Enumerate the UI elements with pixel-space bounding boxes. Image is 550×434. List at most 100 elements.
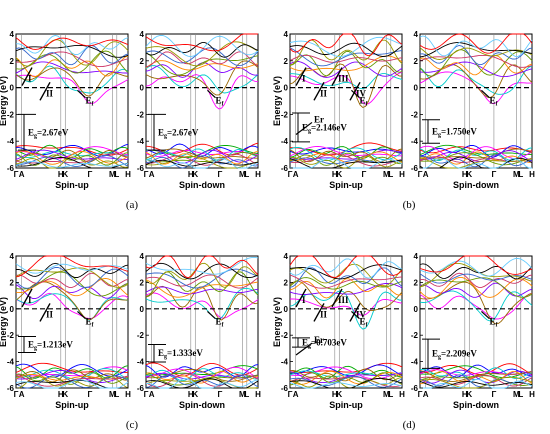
band-line (289, 157, 403, 169)
ef-arrow (77, 310, 86, 320)
y-tick-label: 2 (140, 278, 145, 287)
band-line (145, 148, 259, 162)
band-line (145, 153, 259, 166)
band-line (15, 374, 129, 387)
ef-arrow (481, 89, 490, 99)
x-tick-label: K (192, 390, 198, 399)
band-line (289, 146, 403, 162)
x-tick-label: K (466, 170, 472, 179)
band-line (15, 267, 129, 289)
y-tick-label: -4 (137, 137, 145, 146)
band-line (419, 148, 533, 159)
y-tick-label: 4 (414, 252, 419, 261)
panel-label: (a) (126, 199, 139, 211)
x-tick-label: M (109, 390, 116, 399)
transition-arrow (349, 81, 361, 101)
x-tick-label: H (399, 390, 405, 399)
band-line (145, 157, 259, 169)
y-tick-label: -2 (7, 331, 15, 340)
x-tick-label: Γ (492, 170, 497, 179)
band-line (420, 272, 533, 288)
x-tick-label: H (58, 390, 64, 399)
ef-label: Ef (85, 317, 94, 329)
band-line (145, 155, 259, 169)
x-axis-label: Spin-up (329, 180, 363, 190)
y-tick-label: 4 (140, 30, 145, 39)
x-tick-label: Γ (144, 170, 149, 179)
gap-label: Eg=1.750eV (432, 126, 477, 138)
y-tick-label: -6 (411, 384, 419, 393)
band-line (145, 256, 259, 275)
transition-arrow (39, 303, 51, 322)
band-line (419, 61, 533, 78)
y-tick-label: 0 (414, 305, 419, 314)
ef-label: Ef (85, 96, 94, 108)
band-line (289, 151, 403, 164)
x-tick-label: Γ (418, 170, 423, 179)
band-line (16, 34, 129, 56)
band-line (419, 375, 533, 386)
x-tick-label: A (19, 170, 25, 179)
x-tick-label: H (125, 170, 131, 179)
band-line (15, 267, 129, 288)
y-tick-label: 0 (284, 84, 289, 93)
band-line (419, 54, 533, 68)
ef-label: Ef (489, 96, 498, 108)
y-tick-label: -6 (7, 384, 15, 393)
band-line (419, 364, 533, 378)
y-tick-label: 2 (414, 278, 419, 287)
band-line (145, 377, 259, 389)
x-tick-label: A (293, 390, 299, 399)
band-line (419, 365, 533, 379)
x-tick-label: Γ (218, 170, 223, 179)
band-line (289, 146, 402, 157)
band-line (290, 298, 403, 316)
band-line (289, 280, 403, 312)
er-arrow (295, 121, 313, 135)
y-tick-label: 4 (10, 252, 15, 261)
x-tick-label: Γ (288, 170, 293, 179)
band-line (289, 368, 403, 382)
band-line (419, 64, 533, 99)
band-line (145, 155, 259, 169)
y-tick-label: -2 (137, 110, 145, 119)
band-line (419, 147, 533, 161)
band-line (289, 277, 403, 290)
band-line (15, 272, 129, 288)
x-axis-label: Spin-up (55, 180, 89, 190)
band-line (145, 262, 259, 288)
ef-label: Ef (215, 317, 224, 329)
x-tick-label: Γ (14, 390, 19, 399)
band-line (289, 33, 403, 57)
band-line (419, 55, 533, 76)
x-tick-label: A (149, 390, 155, 399)
band-line (145, 52, 259, 76)
x-tick-label: Γ (88, 170, 93, 179)
y-tick-label: -6 (137, 164, 145, 173)
y-tick-label: 0 (140, 84, 145, 93)
x-tick-label: H (529, 170, 535, 179)
y-tick-label: -6 (137, 384, 145, 393)
band-line (145, 370, 259, 384)
x-tick-label: H (255, 170, 261, 179)
band-line (15, 39, 129, 67)
band-line (289, 153, 403, 167)
ef-arrow (207, 89, 216, 99)
y-tick-label: -2 (7, 110, 15, 119)
band-line (289, 47, 403, 67)
band-line (15, 55, 129, 77)
band-line (290, 375, 403, 389)
er-label: Er (314, 114, 324, 124)
band-line (419, 144, 533, 158)
y-tick-label: 2 (10, 278, 15, 287)
band-line (289, 42, 403, 57)
band-line (419, 33, 533, 54)
band-line (419, 369, 533, 382)
band-line (145, 368, 259, 382)
band-line (289, 376, 403, 388)
band-line (15, 157, 129, 169)
band-line (289, 382, 403, 389)
y-tick-label: 0 (140, 305, 145, 314)
